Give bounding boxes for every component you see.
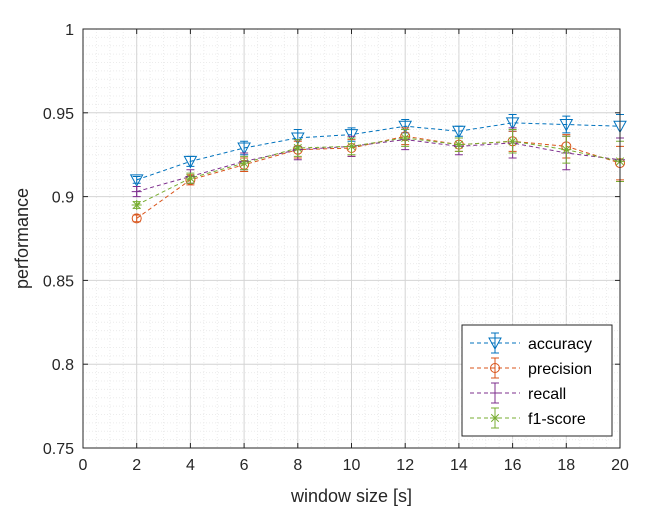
y-axis-label: performance <box>12 188 32 289</box>
x-tick-label: 2 <box>132 457 141 474</box>
legend-label-precision: precision <box>528 361 592 378</box>
legend-label-f1-score: f1-score <box>528 411 586 428</box>
legend: accuracy precision recall f1-score <box>461 324 613 437</box>
x-tick-label: 12 <box>396 457 414 474</box>
marker-accuracy <box>505 117 520 130</box>
marker-accuracy <box>237 142 251 156</box>
legend-label-accuracy: accuracy <box>528 336 592 353</box>
marker-accuracy <box>398 120 413 134</box>
legend-entry-recall: recall <box>470 382 566 404</box>
legend-marker-recall <box>490 388 500 398</box>
marker-f1-score <box>561 144 572 155</box>
marker-f1-score <box>131 199 142 210</box>
marker-f1-score <box>346 141 357 152</box>
marker-accuracy <box>559 119 574 132</box>
x-axis-label: window size [s] <box>290 486 412 506</box>
x-tick-label: 18 <box>557 457 575 474</box>
x-tick-label: 16 <box>504 457 522 474</box>
y-tick-label: 0.9 <box>52 190 74 207</box>
marker-accuracy <box>290 132 305 145</box>
marker-f1-score <box>400 132 411 143</box>
x-tick-label: 10 <box>343 457 361 474</box>
x-tick-label: 20 <box>611 457 629 474</box>
x-tick-label: 14 <box>450 457 468 474</box>
y-tick-label: 0.75 <box>43 441 74 458</box>
ticks: 0 2 4 6 8 10 12 14 16 18 20 0.75 0.8 0.85 0.9 0.95 1 <box>43 22 629 474</box>
legend-entry-f1-score: f1-score <box>470 407 586 429</box>
x-tick-label: 0 <box>79 457 88 474</box>
x-tick-label: 8 <box>293 457 302 474</box>
marker-accuracy <box>183 155 198 169</box>
legend-marker-precision <box>490 363 500 373</box>
marker-f1-score <box>453 139 464 150</box>
x-tick-label: 4 <box>186 457 195 474</box>
series-line-recall <box>136 139 621 193</box>
legend-entry-precision: precision <box>470 357 592 379</box>
series-line-f1-score <box>136 137 621 206</box>
marker-accuracy <box>452 125 466 139</box>
legend-label-recall: recall <box>528 386 566 403</box>
legend-entry-accuracy: accuracy <box>470 332 592 354</box>
series-line-precision <box>136 135 621 219</box>
errorbar-accuracy <box>132 175 141 184</box>
marker-recall <box>131 186 142 197</box>
y-tick-label: 1 <box>65 22 74 39</box>
marker-f1-score <box>292 142 303 153</box>
marker-f1-score <box>185 173 196 184</box>
marker-accuracy <box>344 129 359 142</box>
legend-marker-f1-score <box>490 413 500 423</box>
marker-accuracy <box>129 174 144 187</box>
y-tick-label: 0.95 <box>43 106 74 123</box>
marker-precision <box>131 213 142 224</box>
y-tick-label: 0.8 <box>52 357 74 374</box>
series-line-accuracy <box>136 122 621 181</box>
y-tick-label: 0.85 <box>43 273 74 290</box>
legend-marker-accuracy <box>488 337 502 351</box>
marker-f1-score <box>507 136 518 147</box>
marker-f1-score <box>239 158 250 169</box>
legend-errorbar-precision <box>491 357 499 379</box>
x-tick-label: 6 <box>240 457 249 474</box>
